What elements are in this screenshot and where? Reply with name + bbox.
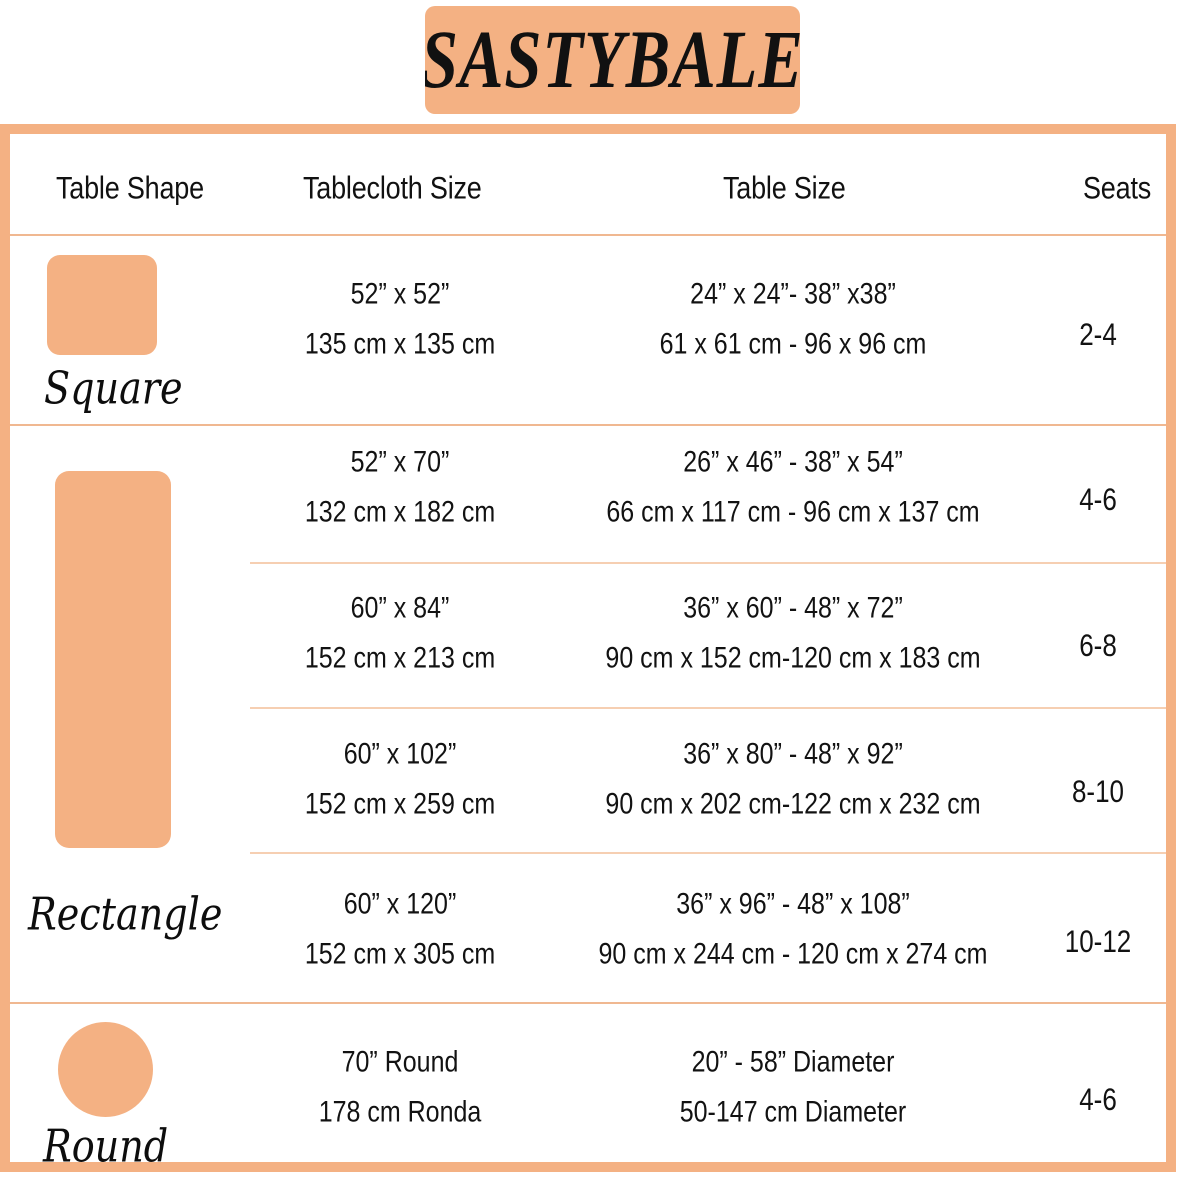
table-row-6-seats: 4-6 bbox=[1030, 1083, 1166, 1114]
table-row-5-seats: 10-12 bbox=[1030, 925, 1166, 956]
column-header-table-size: Table Size bbox=[723, 170, 846, 206]
value-cm: 152 cm x 305 cm bbox=[304, 937, 496, 971]
value-inches: 60” x 120” bbox=[343, 886, 457, 921]
divider-rect-round bbox=[10, 1002, 1166, 1004]
table-row-5-table-size: 36” x 96” - 48” x 108” 90 cm x 244 cm - … bbox=[558, 889, 1028, 969]
value-cm: 178 cm Ronda bbox=[318, 1095, 482, 1129]
divider-rect-1 bbox=[250, 562, 1166, 564]
rectangle-swatch-icon bbox=[55, 471, 171, 848]
value-cm: 50-147 cm Diameter bbox=[679, 1095, 907, 1129]
column-header-table-shape: Table Shape bbox=[56, 170, 204, 206]
value-seats: 6-8 bbox=[1079, 627, 1117, 663]
table-row-5-tablecloth-size: 60” x 120” 152 cm x 305 cm bbox=[250, 889, 550, 969]
value-cm: 152 cm x 213 cm bbox=[304, 641, 496, 675]
brand-logo-text: SASTYBALE bbox=[425, 12, 800, 106]
value-cm: 152 cm x 259 cm bbox=[304, 787, 496, 821]
table-header-row: Table Shape Tablecloth Size Table Size S… bbox=[10, 134, 1166, 234]
table-row-4-seats: 8-10 bbox=[1030, 775, 1166, 806]
column-header-tablecloth-size: Tablecloth Size bbox=[303, 170, 482, 206]
divider-square-rect bbox=[10, 424, 1166, 426]
column-header-seats: Seats bbox=[1083, 170, 1152, 206]
value-inches: 36” x 80” - 48” x 92” bbox=[683, 736, 903, 771]
brand-logo-badge: SASTYBALE bbox=[425, 6, 800, 114]
value-cm: 135 cm x 135 cm bbox=[304, 327, 496, 361]
value-inches: 20” - 58” Diameter bbox=[691, 1044, 895, 1079]
divider-header bbox=[10, 234, 1166, 236]
value-seats: 10-12 bbox=[1064, 923, 1132, 959]
value-inches: 36” x 60” - 48” x 72” bbox=[683, 590, 903, 625]
table-row-1-tablecloth-size: 52” x 52” 135 cm x 135 cm bbox=[250, 279, 550, 359]
shape-label-round: Round bbox=[43, 1119, 169, 1173]
value-inches: 26” x 46” - 38” x 54” bbox=[683, 444, 903, 479]
value-inches: 60” x 84” bbox=[350, 590, 450, 625]
value-cm: 61 x 61 cm - 96 x 96 cm bbox=[659, 327, 927, 361]
divider-rect-2 bbox=[250, 707, 1166, 709]
value-cm: 132 cm x 182 cm bbox=[304, 495, 496, 529]
shape-label-rectangle: Rectangle bbox=[28, 887, 223, 941]
table-row-4-table-size: 36” x 80” - 48” x 92” 90 cm x 202 cm-122… bbox=[558, 739, 1028, 819]
divider-rect-3 bbox=[250, 852, 1166, 854]
value-inches: 52” x 70” bbox=[350, 444, 450, 479]
circle-swatch-icon bbox=[58, 1022, 153, 1117]
value-inches: 70” Round bbox=[341, 1044, 459, 1079]
table-row-1-table-size: 24” x 24”- 38” x38” 61 x 61 cm - 96 x 96… bbox=[558, 279, 1028, 359]
shape-label-square: Square bbox=[44, 361, 183, 415]
value-inches: 60” x 102” bbox=[343, 736, 457, 771]
table-row-1-seats: 2-4 bbox=[1030, 318, 1166, 349]
value-seats: 4-6 bbox=[1079, 481, 1117, 517]
value-inches: 36” x 96” - 48” x 108” bbox=[676, 886, 910, 921]
square-swatch-icon bbox=[47, 255, 157, 355]
value-seats: 2-4 bbox=[1079, 316, 1117, 352]
value-cm: 90 cm x 202 cm-122 cm x 232 cm bbox=[605, 787, 981, 821]
table-row-6-table-size: 20” - 58” Diameter 50-147 cm Diameter bbox=[558, 1047, 1028, 1127]
table-row-2-seats: 4-6 bbox=[1030, 483, 1166, 514]
value-seats: 4-6 bbox=[1079, 1081, 1117, 1117]
value-cm: 90 cm x 244 cm - 120 cm x 274 cm bbox=[598, 937, 988, 971]
size-chart-table: Table Shape Tablecloth Size Table Size S… bbox=[0, 124, 1176, 1172]
table-row-6-tablecloth-size: 70” Round 178 cm Ronda bbox=[250, 1047, 550, 1127]
value-cm: 66 cm x 117 cm - 96 cm x 137 cm bbox=[606, 495, 980, 529]
table-row-2-table-size: 26” x 46” - 38” x 54” 66 cm x 117 cm - 9… bbox=[558, 447, 1028, 527]
value-inches: 24” x 24”- 38” x38” bbox=[690, 276, 896, 311]
table-row-4-tablecloth-size: 60” x 102” 152 cm x 259 cm bbox=[250, 739, 550, 819]
table-row-3-seats: 6-8 bbox=[1030, 629, 1166, 660]
value-seats: 8-10 bbox=[1071, 773, 1125, 809]
table-row-3-tablecloth-size: 60” x 84” 152 cm x 213 cm bbox=[250, 593, 550, 673]
value-inches: 52” x 52” bbox=[350, 276, 450, 311]
table-row-2-tablecloth-size: 52” x 70” 132 cm x 182 cm bbox=[250, 447, 550, 527]
value-cm: 90 cm x 152 cm-120 cm x 183 cm bbox=[605, 641, 981, 675]
table-body: Table Shape Tablecloth Size Table Size S… bbox=[10, 134, 1166, 1172]
table-row-3-table-size: 36” x 60” - 48” x 72” 90 cm x 152 cm-120… bbox=[558, 593, 1028, 673]
